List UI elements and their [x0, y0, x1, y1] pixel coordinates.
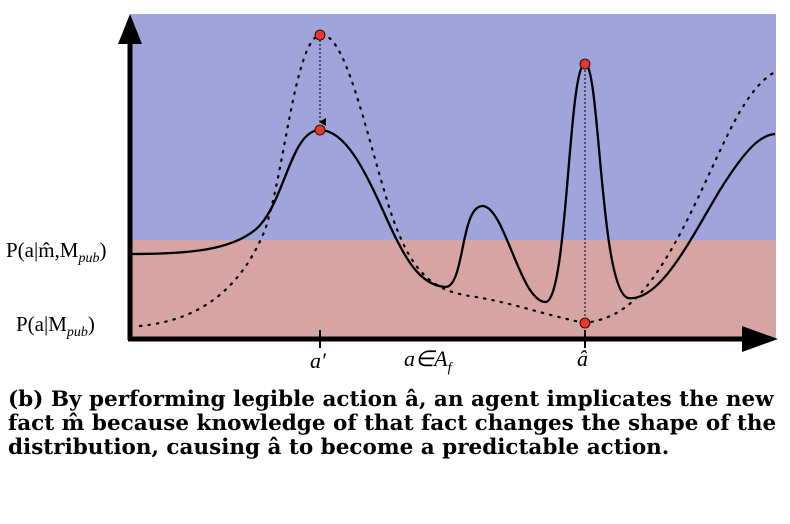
- y-label-conditioned-text: P(a|m̂,M: [6, 238, 79, 262]
- y-label-conditioned-sub: pub: [78, 251, 100, 267]
- y-label-prior-close: ): [87, 312, 95, 336]
- a-prime-prior-marker: [314, 29, 326, 41]
- x-label-a-in-af-text: a∈A: [404, 346, 448, 371]
- figure-caption: (b) By performing legible action â, an a…: [8, 387, 777, 460]
- prior-distribution-curve: [138, 33, 777, 328]
- y-axis-arrowhead: [118, 14, 142, 44]
- x-label-a-in-af-sub: f: [447, 360, 452, 376]
- y-label-conditioned: P(a|m̂,Mpub): [6, 238, 106, 267]
- x-axis-arrowhead: [742, 326, 778, 352]
- y-label-prior-text: P(a|M: [16, 312, 67, 336]
- distribution-diagram: [118, 14, 778, 352]
- x-label-a-in-af: a∈Af: [404, 346, 452, 376]
- a-hat-conditioned-marker: [579, 58, 591, 70]
- x-label-a-hat: â: [577, 346, 588, 372]
- lower-region: [130, 240, 776, 338]
- x-label-a-prime: a′: [310, 348, 326, 374]
- conditioned-distribution-curve: [129, 62, 776, 304]
- a-hat-prior-marker: [579, 317, 591, 329]
- a-prime-conditioned-marker: [314, 124, 326, 136]
- y-label-conditioned-close: ): [99, 238, 107, 262]
- upper-region: [130, 14, 776, 240]
- y-label-prior-sub: pub: [66, 325, 88, 341]
- y-label-prior: P(a|Mpub): [16, 312, 95, 341]
- x-label-a-hat-text: â: [577, 346, 588, 371]
- x-label-a-prime-text: a′: [310, 348, 326, 373]
